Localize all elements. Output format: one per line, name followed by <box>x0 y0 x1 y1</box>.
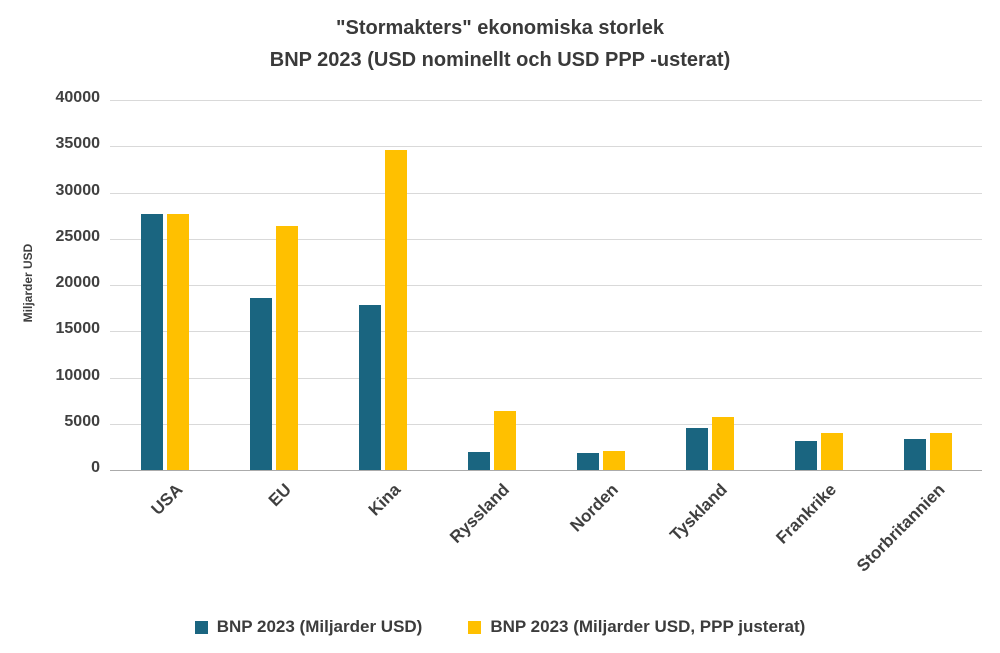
bar-norden-series2 <box>602 450 625 470</box>
chart-title-line2: BNP 2023 (USD nominellt och USD PPP -ust… <box>269 49 731 71</box>
bar-usa-series2 <box>166 213 189 470</box>
bar-ryssland-series2 <box>493 410 516 470</box>
y-axis-tick-label: 25000 <box>55 227 101 245</box>
y-axis-tick-label: 0 <box>91 459 100 476</box>
x-axis-category-label: EU <box>264 480 295 511</box>
bar-norden-series1 <box>576 453 599 470</box>
gridline <box>110 331 982 333</box>
bar-frankrike-series2 <box>820 433 843 470</box>
bar-eu-series1 <box>249 297 272 470</box>
y-axis-tick-label: 40000 <box>55 89 101 106</box>
bar-eu-series2 <box>275 225 298 470</box>
bar-storbritannien-series2 <box>929 433 952 470</box>
bar-ryssland-series1 <box>467 451 490 470</box>
y-axis-tick-label: 10000 <box>55 366 101 384</box>
legend-label: BNP 2023 (Miljarder USD, PPP justerat) <box>490 617 806 636</box>
bar-kina-series2 <box>384 149 407 470</box>
gridline <box>110 100 982 101</box>
x-axis-category-label: Storbritannien <box>853 480 949 576</box>
bar-frankrike-series1 <box>794 441 817 470</box>
bar-kina-series1 <box>358 305 381 470</box>
legend: BNP 2023 (Miljarder USD) BNP 2023 (Miljar… <box>0 617 1000 637</box>
x-axis-category-label: Norden <box>566 480 622 536</box>
bar-tyskland-series2 <box>711 417 734 470</box>
legend-item-series1: BNP 2023 (Miljarder USD) <box>194 617 423 637</box>
legend-label: BNP 2023 (Miljarder USD) <box>216 617 423 636</box>
bar-tyskland-series1 <box>685 428 708 470</box>
gridline <box>110 285 982 286</box>
x-axis-category-label: Frankrike <box>772 480 840 548</box>
gridline <box>110 238 982 240</box>
x-axis-category-label: Kina <box>364 480 404 520</box>
y-axis-tick-label: 30000 <box>55 181 101 199</box>
x-axis-category-label: USA <box>147 480 186 519</box>
x-axis-line <box>110 470 982 471</box>
legend-swatch-icon <box>468 620 482 634</box>
gridline <box>110 423 982 425</box>
y-axis-tick-label: 15000 <box>55 320 101 338</box>
gridline <box>110 192 982 194</box>
x-axis-category-label: Ryssland <box>446 480 513 547</box>
bar-usa-series1 <box>140 213 163 470</box>
chart-title: "Stormakters" ekonomiska storlek BNP 202… <box>0 12 1000 76</box>
chart-title-line1: "Stormakters" ekonomiska storlek <box>336 17 664 39</box>
bar-storbritannien-series1 <box>903 438 926 470</box>
y-axis-tick-label: 35000 <box>55 135 101 153</box>
x-axis-category-label: Tyskland <box>666 480 731 545</box>
gridline <box>110 377 982 379</box>
plot-area <box>110 100 982 471</box>
y-axis-tick-label: 5000 <box>64 412 100 430</box>
y-axis-tick-label: 20000 <box>55 274 101 291</box>
legend-item-series2: BNP 2023 (Miljarder USD, PPP justerat) <box>468 617 805 637</box>
gridline <box>110 146 982 148</box>
legend-swatch-icon <box>194 620 208 634</box>
